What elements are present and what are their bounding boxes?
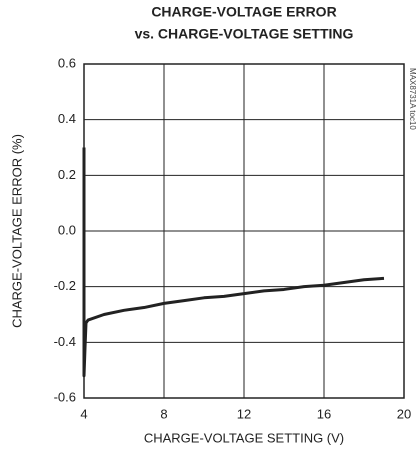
y-tick-label: 0.0 [58, 222, 76, 237]
y-tick-label: -0.6 [54, 389, 76, 404]
y-axis-label: CHARGE-VOLTAGE ERROR (%) [9, 134, 24, 328]
x-tick-label: 20 [397, 406, 411, 421]
x-axis-label: CHARGE-VOLTAGE SETTING (V) [144, 430, 344, 445]
data-line [82, 147, 385, 378]
x-tick-label: 4 [80, 406, 87, 421]
x-tick-label: 12 [237, 406, 251, 421]
y-tick-label: -0.4 [54, 334, 76, 349]
y-tick-label: 0.6 [58, 55, 76, 70]
y-tick-label: -0.2 [54, 278, 76, 293]
chart-subtitle: vs. CHARGE-VOLTAGE SETTING [135, 26, 354, 42]
y-tick-label: 0.2 [58, 167, 76, 182]
x-tick-label: 8 [160, 406, 167, 421]
x-tick-label: 16 [317, 406, 331, 421]
y-tick-label: 0.4 [58, 111, 76, 126]
annotation: MAX8731A toc10 [408, 68, 417, 130]
chart-title: CHARGE-VOLTAGE ERROR [151, 4, 336, 20]
